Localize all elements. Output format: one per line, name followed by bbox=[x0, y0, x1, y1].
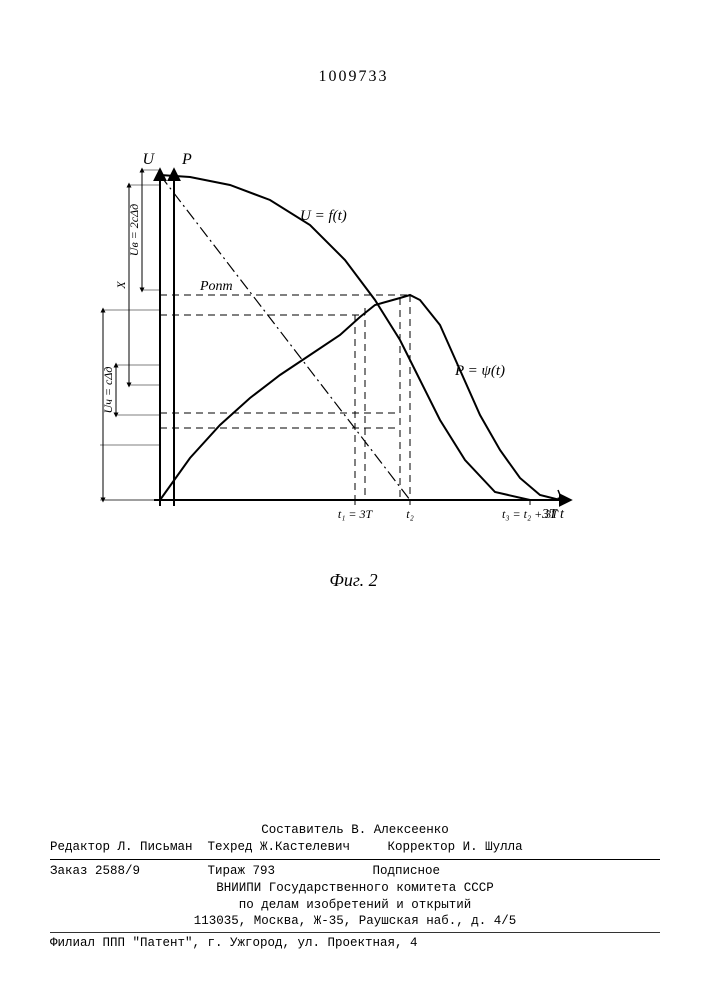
editor-line: Редактор Л. Письман Техред Ж.Кастелевич … bbox=[50, 839, 660, 856]
divider bbox=[50, 932, 660, 933]
org-line-2: по делам изобретений и открытий bbox=[50, 897, 660, 914]
svg-text:t₁ = 3T: t₁ = 3T bbox=[338, 507, 374, 521]
divider bbox=[50, 859, 660, 860]
svg-text:P = ψ(t): P = ψ(t) bbox=[454, 363, 505, 379]
svg-text:t₂: t₂ bbox=[406, 507, 414, 521]
figure-caption: Фиг. 2 bbox=[0, 570, 707, 591]
svg-text:t₃ = t₂ + 3T: t₃ = t₂ + 3T bbox=[502, 507, 559, 521]
compiler-line: Составитель В. Алексеенко bbox=[50, 822, 660, 839]
svg-text:Xп: Xп bbox=[100, 398, 102, 412]
order-line: Заказ 2588/9 Тираж 793 Подписное bbox=[50, 863, 660, 880]
org-line-1: ВНИИПИ Государственного комитета СССР bbox=[50, 880, 660, 897]
svg-text:U: U bbox=[142, 151, 155, 168]
svg-text:P: P bbox=[181, 151, 192, 168]
chart-svg: UP3T tUв = 2сΔдXUч = сΔдXпΔдU = f(t)P = … bbox=[100, 140, 600, 570]
chart-figure-2: UP3T tUв = 2сΔдXUч = сΔдXпΔдU = f(t)P = … bbox=[100, 140, 600, 570]
page-number: 1009733 bbox=[0, 68, 707, 86]
svg-text:U = f(t): U = f(t) bbox=[300, 208, 347, 224]
addr-line-2: Филиал ППП "Патент", г. Ужгород, ул. Про… bbox=[50, 935, 660, 952]
svg-text:X: X bbox=[114, 281, 128, 290]
svg-text:Pопт: Pопт bbox=[199, 279, 233, 294]
addr-line-1: 113035, Москва, Ж-35, Раушская наб., д. … bbox=[50, 913, 660, 930]
imprint-footer: Составитель В. Алексеенко Редактор Л. Пи… bbox=[50, 822, 660, 952]
